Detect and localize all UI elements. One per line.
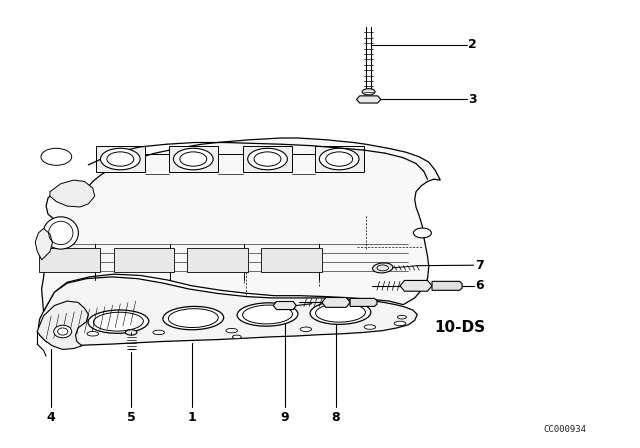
Polygon shape [432, 281, 462, 290]
Ellipse shape [87, 332, 99, 336]
Text: 1: 1 [188, 411, 196, 424]
Text: 7: 7 [475, 258, 484, 272]
Text: 8: 8 [332, 411, 340, 424]
Text: 6: 6 [475, 279, 483, 293]
Text: CC000934: CC000934 [543, 425, 586, 434]
Ellipse shape [125, 330, 137, 335]
Polygon shape [50, 180, 95, 207]
Ellipse shape [153, 330, 164, 335]
Ellipse shape [397, 315, 406, 319]
Polygon shape [169, 146, 218, 172]
Ellipse shape [41, 148, 72, 165]
Ellipse shape [173, 148, 213, 170]
Text: 5: 5 [127, 411, 136, 424]
Ellipse shape [100, 148, 140, 170]
Ellipse shape [362, 89, 375, 95]
Text: 4: 4 [47, 411, 56, 424]
Ellipse shape [163, 306, 223, 330]
Ellipse shape [54, 325, 72, 338]
Ellipse shape [47, 322, 56, 325]
Text: 3: 3 [468, 93, 477, 106]
Polygon shape [96, 146, 145, 172]
Ellipse shape [226, 328, 237, 333]
Ellipse shape [248, 148, 287, 170]
Ellipse shape [237, 303, 298, 326]
Ellipse shape [413, 228, 431, 238]
Ellipse shape [394, 321, 406, 326]
Polygon shape [350, 298, 377, 306]
Ellipse shape [300, 327, 312, 332]
Text: 9: 9 [280, 411, 289, 424]
Polygon shape [37, 301, 88, 349]
Polygon shape [261, 247, 322, 272]
Polygon shape [322, 297, 350, 307]
Ellipse shape [43, 217, 79, 249]
Polygon shape [188, 247, 248, 272]
Polygon shape [243, 146, 292, 172]
Text: 2: 2 [468, 38, 477, 52]
Polygon shape [273, 302, 296, 310]
Polygon shape [42, 138, 440, 311]
Text: 10-DS: 10-DS [434, 320, 485, 336]
Polygon shape [356, 96, 381, 103]
Polygon shape [38, 277, 417, 346]
Polygon shape [114, 247, 174, 272]
Ellipse shape [364, 325, 376, 329]
Ellipse shape [372, 263, 393, 273]
Polygon shape [35, 228, 52, 260]
Polygon shape [38, 247, 100, 272]
Ellipse shape [319, 148, 359, 170]
Ellipse shape [310, 301, 371, 324]
Polygon shape [315, 146, 364, 172]
Polygon shape [400, 280, 432, 291]
Ellipse shape [88, 310, 148, 333]
Ellipse shape [232, 335, 241, 339]
